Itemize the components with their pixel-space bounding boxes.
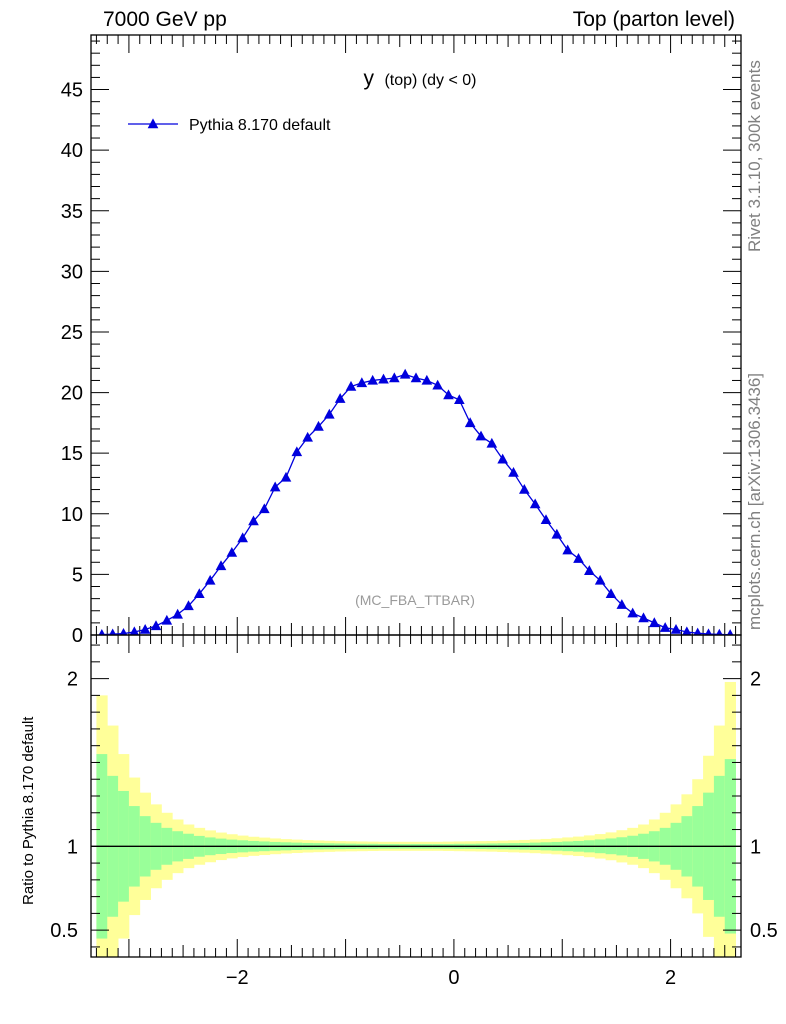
- y-tick-label: 15: [61, 443, 83, 465]
- data-point: [226, 546, 238, 557]
- data-point: [443, 389, 454, 400]
- legend-triangle-marker: [147, 118, 159, 129]
- data-point: [638, 612, 649, 623]
- data-point: [345, 380, 357, 391]
- header-level-label: Top (parton level): [572, 8, 735, 31]
- y-tick-label: 20: [61, 383, 83, 405]
- plot-title-qualifier: (top) (dy < 0): [384, 72, 476, 89]
- data-point: [324, 408, 335, 419]
- y-tick-label: 10: [61, 504, 83, 526]
- data-point: [356, 377, 368, 388]
- data-point: [237, 532, 248, 543]
- main-plot: 0 5 10 15 20 25 30 35 40 45 y (top) (dy < 0) Pyth…: [61, 34, 742, 647]
- data-point: [215, 560, 227, 571]
- data-point: [302, 431, 313, 442]
- data-point: [508, 466, 519, 477]
- data-point: [540, 514, 552, 525]
- x-tick-label: −2: [226, 967, 249, 989]
- data-point: [475, 430, 487, 441]
- data-point: [432, 379, 443, 390]
- data-point: [204, 574, 216, 585]
- data-point: [627, 607, 638, 618]
- data-point: [98, 629, 106, 635]
- main-y-tick-labels: 0 5 10 15 20 25 30 35 40 45: [61, 80, 83, 647]
- x-tick-label: 2: [665, 967, 676, 989]
- data-point: [649, 617, 660, 628]
- data-point: [693, 627, 702, 635]
- data-point: [399, 368, 411, 379]
- x-tick-label: 0: [448, 967, 459, 989]
- data-point: [280, 471, 292, 482]
- y-tick-label: 40: [61, 140, 83, 162]
- analysis-watermark: (MC_FBA_TTBAR): [355, 592, 475, 608]
- data-point: [616, 599, 628, 609]
- data-point: [682, 626, 692, 635]
- ratio-tick-labels: 0.5 0.5 1 1 2 2 −2 0 2: [50, 669, 778, 989]
- series-pythia: [98, 368, 734, 635]
- y-tick-label: 0: [72, 625, 83, 647]
- data-point: [109, 628, 117, 635]
- y-tick-label: 35: [61, 201, 83, 223]
- data-point: [551, 528, 563, 539]
- data-point: [670, 623, 682, 634]
- ratio-y-tick-label-left: 2: [67, 669, 78, 691]
- data-point: [573, 553, 584, 563]
- legend: Pythia 8.170 default: [128, 117, 331, 134]
- data-point: [139, 623, 151, 634]
- ratio-y-tick-label-right: 1: [750, 836, 761, 858]
- data-point: [410, 372, 422, 383]
- data-point: [584, 565, 595, 575]
- y-tick-label: 5: [72, 564, 83, 586]
- plot-title-variable: y: [364, 67, 375, 90]
- data-point: [269, 481, 281, 492]
- data-point: [291, 446, 303, 457]
- data-point: [129, 626, 140, 635]
- data-point: [183, 600, 194, 611]
- data-point: [248, 515, 259, 526]
- y-tick-label: 25: [61, 322, 83, 344]
- data-point: [497, 453, 508, 464]
- data-point: [194, 588, 205, 598]
- data-point: [519, 483, 530, 494]
- legend-series-label: Pythia 8.170 default: [189, 117, 331, 134]
- data-point: [313, 420, 324, 431]
- data-point: [529, 498, 541, 509]
- data-point: [150, 620, 162, 631]
- data-point: [259, 503, 270, 514]
- header-process-label: 7000 GeV pp: [103, 8, 227, 31]
- data-point: [562, 544, 573, 555]
- data-point: [172, 608, 183, 619]
- ratio-plot: 0.5 0.5 1 1 2 2 −2 0 2: [50, 634, 778, 989]
- data-point: [378, 373, 389, 384]
- ratio-y-tick-label-left: 1: [67, 836, 78, 858]
- data-point: [605, 588, 617, 598]
- ratio-y-tick-label-right: 2: [750, 669, 761, 691]
- ratio-y-tick-label-left: 0.5: [50, 920, 78, 942]
- data-point: [389, 372, 400, 383]
- y-tick-label: 45: [61, 80, 83, 102]
- data-point: [454, 394, 465, 405]
- data-point: [594, 574, 606, 585]
- data-point: [464, 417, 476, 428]
- data-point: [486, 437, 498, 448]
- data-point: [119, 627, 128, 635]
- data-point: [421, 374, 433, 385]
- plot-title: y (top) (dy < 0): [364, 67, 477, 90]
- data-point: [161, 614, 173, 625]
- data-point: [704, 628, 713, 635]
- ratio-plot-frame: [90, 634, 742, 958]
- ratio-y-tick-label-right: 0.5: [750, 920, 778, 942]
- data-point: [367, 374, 378, 385]
- data-point: [726, 629, 734, 635]
- data-point: [659, 622, 671, 632]
- data-point: [334, 393, 346, 403]
- main-axis-ticks: [91, 35, 741, 636]
- y-tick-label: 30: [61, 261, 83, 283]
- ratio-axis-ticks: [91, 635, 741, 957]
- data-point: [715, 628, 723, 635]
